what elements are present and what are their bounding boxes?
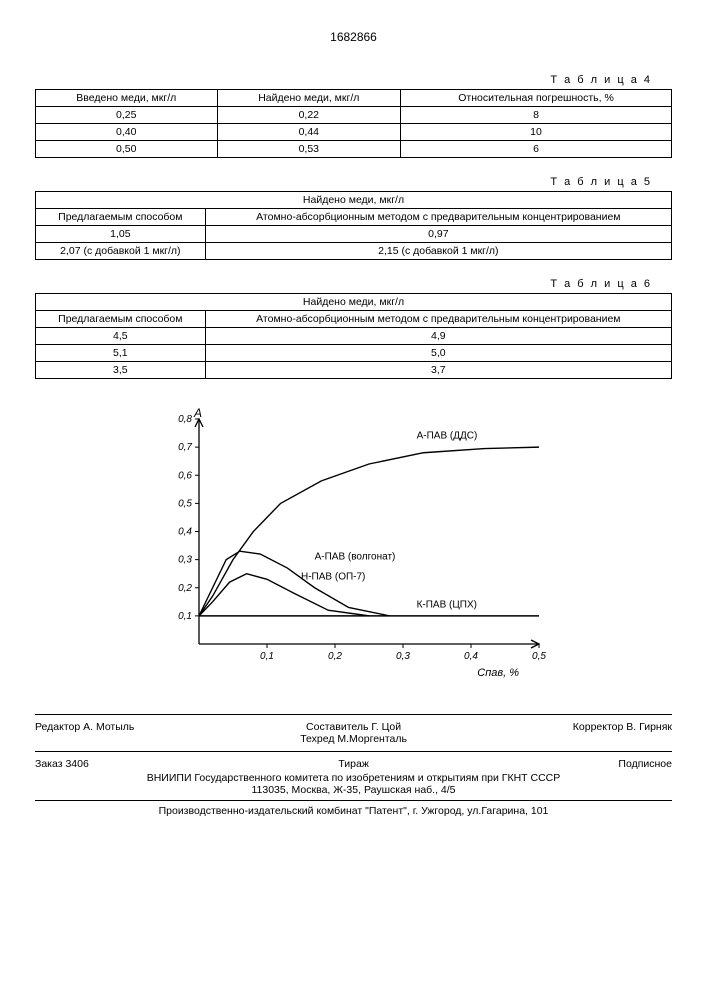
- table-cell: 5,0: [205, 345, 671, 362]
- svg-text:0,1: 0,1: [260, 651, 274, 662]
- svg-text:К-ПАВ (ЦПХ): К-ПАВ (ЦПХ): [416, 599, 476, 610]
- org-line2: 113035, Москва, Ж-35, Раушская наб., 4/5: [35, 784, 672, 796]
- table-cell: 5,1: [36, 345, 206, 362]
- table4-col0: Введено меди, мкг/л: [36, 90, 218, 107]
- table-cell: 0,44: [217, 124, 401, 141]
- table6-label: Т а б л и ц а 6: [35, 278, 672, 290]
- table-cell: 0,25: [36, 107, 218, 124]
- table-cell: 0,50: [36, 141, 218, 158]
- svg-text:0,5: 0,5: [532, 651, 546, 662]
- compiler-techred: Составитель Г. Цой Техред М.Моргенталь: [300, 721, 407, 745]
- table-cell: 0,97: [205, 226, 671, 243]
- document-number: 1682866: [35, 30, 672, 44]
- table6-header-span: Найдено меди, мкг/л: [36, 294, 672, 311]
- svg-text:0,2: 0,2: [178, 583, 192, 594]
- subscribe: Подписное: [618, 758, 672, 770]
- order-label: Заказ: [35, 758, 63, 770]
- techred-label: Техред: [300, 733, 334, 745]
- table-row: 4,54,9: [36, 328, 672, 345]
- table6-col0: Предлагаемым способом: [36, 311, 206, 328]
- svg-text:0,3: 0,3: [178, 555, 192, 566]
- table-cell: 3,5: [36, 362, 206, 379]
- corrector: Корректор В. Гирняк: [573, 721, 672, 745]
- svg-text:0,2: 0,2: [328, 651, 342, 662]
- svg-text:А-ПАВ (ДДС): А-ПАВ (ДДС): [416, 431, 477, 442]
- table-cell: 2,07 (с добавкой 1 мкг/л): [36, 243, 206, 260]
- table4: Введено меди, мкг/л Найдено меди, мкг/л …: [35, 89, 672, 158]
- table-cell: 0,22: [217, 107, 401, 124]
- table5-header-span: Найдено меди, мкг/л: [36, 192, 672, 209]
- table-row: 0,400,4410: [36, 124, 672, 141]
- table-cell: 4,9: [205, 328, 671, 345]
- table4-label: Т а б л и ц а 4: [35, 74, 672, 86]
- editor-name: А. Мотыль: [83, 721, 134, 733]
- table-row: 3,53,7: [36, 362, 672, 379]
- svg-text:0,5: 0,5: [178, 498, 192, 509]
- table5-col1: Атомно-абсорбционным методом с предварит…: [205, 209, 671, 226]
- svg-text:0,4: 0,4: [178, 527, 192, 538]
- table6-col1: Атомно-абсорбционным методом с предварит…: [205, 311, 671, 328]
- table6: Найдено меди, мкг/л Предлагаемым способо…: [35, 293, 672, 379]
- table-row: 1,050,97: [36, 226, 672, 243]
- svg-text:Н-ПАВ (ОП-7): Н-ПАВ (ОП-7): [301, 571, 365, 582]
- table-cell: 10: [401, 124, 672, 141]
- table-cell: 0,40: [36, 124, 218, 141]
- order: Заказ 3406: [35, 758, 89, 770]
- table-cell: 6: [401, 141, 672, 158]
- svg-text:Cпав, %: Cпав, %: [477, 667, 519, 679]
- table4-col1: Найдено меди, мкг/л: [217, 90, 401, 107]
- printer-line: Производственно-издательский комбинат "П…: [35, 801, 672, 821]
- corrector-name: В. Гирняк: [626, 721, 672, 733]
- credits-block: Редактор А. Мотыль Составитель Г. Цой Те…: [35, 714, 672, 752]
- table-cell: 2,15 (с добавкой 1 мкг/л): [205, 243, 671, 260]
- table-row: 2,07 (с добавкой 1 мкг/л)2,15 (с добавко…: [36, 243, 672, 260]
- techred-name: М.Моргенталь: [337, 733, 407, 745]
- svg-text:0,1: 0,1: [178, 611, 192, 622]
- table-cell: 4,5: [36, 328, 206, 345]
- svg-text:А-ПАВ (волгонат): А-ПАВ (волгонат): [314, 552, 395, 563]
- org-line1: ВНИИПИ Государственного комитета по изоб…: [35, 772, 672, 784]
- table-cell: 3,7: [205, 362, 671, 379]
- tirazh-label: Тираж: [338, 758, 369, 770]
- table-row: 5,15,0: [36, 345, 672, 362]
- table4-col2: Относительная погрешность, %: [401, 90, 672, 107]
- compiler-label: Составитель: [306, 721, 368, 733]
- chart-svg: 0,1 0,2 0,3 0,4 0,5 0,6 0,7 0,8 0,1 0,2 0,3 0,4 0,5 A…: [154, 404, 554, 684]
- svg-text:0,8: 0,8: [178, 414, 192, 425]
- editor: Редактор А. Мотыль: [35, 721, 134, 745]
- table-cell: 8: [401, 107, 672, 124]
- svg-text:0,3: 0,3: [396, 651, 410, 662]
- table-cell: 0,53: [217, 141, 401, 158]
- chart: 0,1 0,2 0,3 0,4 0,5 0,6 0,7 0,8 0,1 0,2 0,3 0,4 0,5 A…: [154, 404, 554, 684]
- compiler-name: Г. Цой: [371, 721, 401, 733]
- table-row: 0,500,536: [36, 141, 672, 158]
- order-num: 3406: [65, 758, 88, 770]
- svg-text:0,4: 0,4: [464, 651, 478, 662]
- table-cell: 1,05: [36, 226, 206, 243]
- table5: Найдено меди, мкг/л Предлагаемым способо…: [35, 191, 672, 260]
- table-row: 0,250,228: [36, 107, 672, 124]
- svg-text:0,6: 0,6: [178, 470, 192, 481]
- table5-label: Т а б л и ц а 5: [35, 176, 672, 188]
- table5-col0: Предлагаемым способом: [36, 209, 206, 226]
- order-block: Заказ 3406 Тираж Подписное ВНИИПИ Госуда…: [35, 752, 672, 801]
- editor-label: Редактор: [35, 721, 80, 733]
- corrector-label: Корректор: [573, 721, 624, 733]
- svg-text:0,7: 0,7: [178, 442, 192, 453]
- svg-text:A: A: [193, 406, 202, 420]
